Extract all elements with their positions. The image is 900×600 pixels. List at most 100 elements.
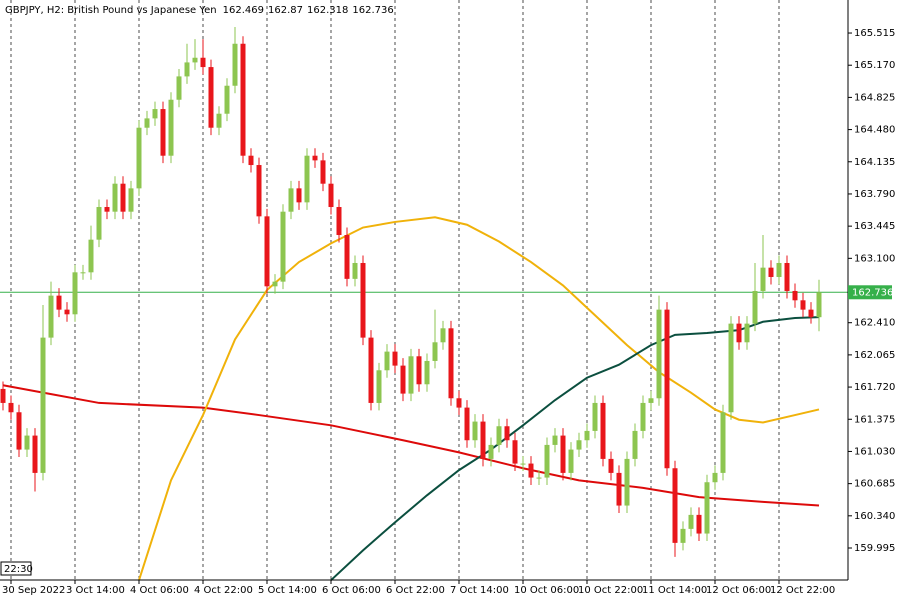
candle-body: [776, 262, 782, 277]
candle-body: [80, 272, 86, 274]
y-tick-label: 163.100: [854, 253, 895, 264]
candle-body: [248, 155, 254, 166]
candle-body: [152, 109, 158, 119]
candle-body: [216, 113, 222, 128]
candle-body: [272, 281, 278, 287]
x-tick-label: 6 Oct 22:00: [386, 585, 445, 596]
candle-body: [784, 262, 790, 291]
candle-body: [184, 62, 190, 77]
candle-body: [432, 342, 438, 361]
candle-body: [112, 183, 118, 212]
y-tick-label: 165.170: [854, 60, 895, 71]
candle-body: [464, 407, 470, 441]
y-tick-label: 160.340: [854, 511, 895, 522]
candle-body: [488, 444, 494, 459]
candle-body: [664, 309, 670, 469]
candle-body: [24, 435, 30, 450]
candle-body: [96, 207, 102, 240]
timer: 22:30: [4, 564, 33, 575]
y-tick-label: 160.685: [854, 479, 895, 490]
x-tick-label: 12 Oct 22:00: [770, 585, 835, 596]
x-tick-label: 3 Oct 14:00: [66, 585, 125, 596]
x-tick-label: 6 Oct 06:00: [322, 585, 381, 596]
candle-body: [568, 449, 574, 473]
candle-body: [792, 290, 798, 301]
candle-body: [456, 398, 462, 408]
candle-body: [816, 292, 822, 318]
y-tick-label: 164.825: [854, 92, 895, 103]
candle-body: [344, 235, 350, 279]
candle-body: [480, 421, 486, 459]
candle-body: [336, 207, 342, 236]
candle-body: [104, 207, 110, 212]
y-tick-label: 163.445: [854, 221, 895, 232]
candle-body: [440, 328, 446, 343]
candle-body: [416, 356, 422, 385]
price-label: 162.736: [852, 287, 893, 298]
candle-body: [616, 472, 622, 506]
candle-body: [48, 295, 54, 338]
y-tick-label: 162.410: [854, 318, 895, 329]
candle-body: [392, 351, 398, 366]
candle-body: [88, 239, 94, 273]
candle-body: [368, 337, 374, 403]
candle-body: [40, 337, 46, 473]
candle-body: [16, 412, 22, 450]
candle-body: [400, 365, 406, 394]
candle-body: [584, 430, 590, 441]
candle-body: [360, 262, 366, 338]
candle-body: [760, 267, 766, 291]
candle-body: [632, 430, 638, 459]
chart-header: GBPJPY, H2: British Pound vs Japanese Ye…: [5, 5, 394, 16]
candle-body: [768, 267, 774, 277]
candle-body: [640, 402, 646, 431]
x-tick-label: 12 Oct 06:00: [706, 585, 771, 596]
candle-body: [144, 118, 150, 128]
candle-body: [232, 43, 238, 86]
candle-body: [552, 435, 558, 445]
candle-body: [240, 43, 246, 156]
candle-body: [688, 514, 694, 529]
x-tick-label: 4 Oct 06:00: [130, 585, 189, 596]
candle-body: [504, 426, 510, 441]
candle-body: [56, 295, 62, 310]
candle-body: [256, 165, 262, 217]
candle-body: [680, 528, 686, 543]
candle-body: [600, 402, 606, 459]
candle-body: [608, 458, 614, 473]
candle-body: [696, 514, 702, 534]
candle-body: [448, 328, 454, 399]
candle-body: [120, 183, 126, 212]
candle-body: [576, 440, 582, 450]
x-tick-label: 5 Oct 14:00: [258, 585, 317, 596]
candle-body: [304, 155, 310, 203]
candle-body: [328, 183, 334, 208]
candle-body: [296, 188, 302, 203]
last-open: 162.469: [223, 5, 264, 16]
candle-body: [384, 351, 390, 371]
moving-average: [2, 384, 820, 507]
candle-body: [320, 160, 326, 184]
candle-body: [224, 85, 230, 114]
candle-body: [744, 323, 750, 343]
candle-body: [312, 155, 318, 161]
x-tick-label: 30 Sep 2022: [2, 585, 65, 596]
candle-body: [528, 463, 534, 478]
candle-body: [128, 188, 134, 212]
y-tick-label: 161.030: [854, 446, 895, 457]
y-tick-label: 163.790: [854, 189, 895, 200]
candle-body: [512, 440, 518, 464]
y-tick-label: 162.065: [854, 350, 895, 361]
last-high: 162.87: [268, 5, 303, 16]
candle-body: [0, 388, 6, 403]
candle-body: [496, 426, 502, 445]
candle-body: [136, 127, 142, 189]
candle-body: [656, 309, 662, 399]
candle-body: [200, 57, 206, 68]
candle-body: [160, 109, 166, 156]
last-close: 162.736: [352, 5, 393, 16]
candle-body: [264, 216, 270, 287]
candle-body: [192, 57, 198, 63]
candle-body: [64, 309, 70, 315]
